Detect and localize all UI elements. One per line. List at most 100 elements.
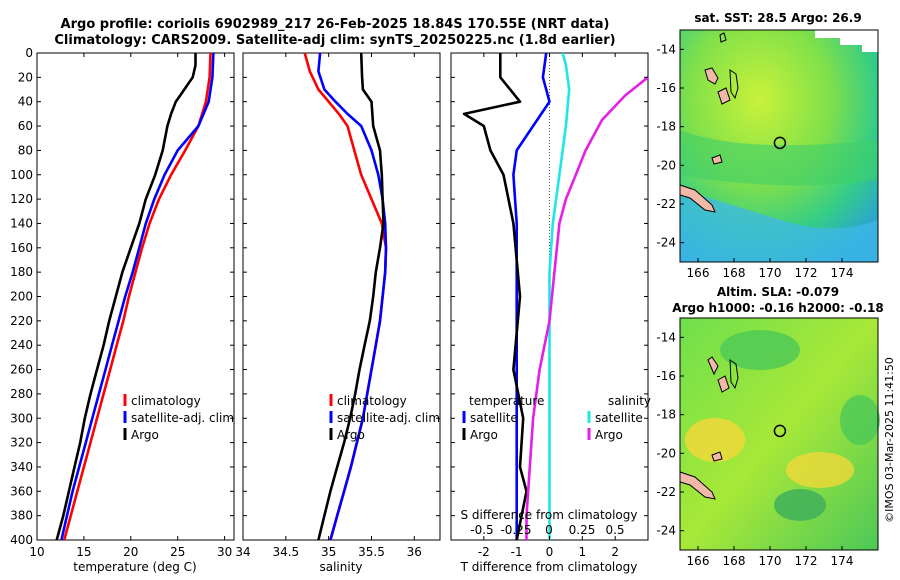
sla-high-east (786, 452, 854, 488)
legend-label-t-argo: Argo (470, 428, 498, 442)
sla-map-panel: Altim. SLA: -0.079 Argo h1000: -0.16 h20… (656, 285, 883, 568)
map-y-tick-label: -24 (656, 524, 676, 538)
sla-map-frame (679, 317, 879, 551)
x-tick-label: 10 (29, 545, 44, 559)
y-tick-label: 140 (10, 216, 33, 230)
sla-low-east (840, 395, 880, 445)
sst-map-frame (679, 29, 879, 263)
x-tick-label: 34 (235, 545, 250, 559)
series-line-s-argo (525, 76, 649, 540)
y-tick-label: 380 (10, 509, 33, 523)
x-tick-label: -2 (478, 545, 490, 559)
x-tick-label: 15 (76, 545, 91, 559)
map-x-tick-label: 174 (831, 266, 854, 280)
map-x-tick-label: 174 (831, 554, 854, 568)
map-y-tick-label: -20 (656, 446, 676, 460)
map-x-tick-label: 172 (795, 554, 818, 568)
s-tick-label: 0 (545, 523, 553, 537)
series-line-argo (55, 53, 197, 541)
y-tick-label: 120 (10, 192, 33, 206)
map-x-tick-label: 166 (687, 554, 710, 568)
sst-islands (704, 67, 731, 165)
temperature-panel: 10 15 20 25 30 0 20 40 60 80 100 120 140 160 180 200 22… (10, 46, 235, 574)
legend-label-climatology: climatology (131, 394, 201, 408)
y-tick-label: 180 (10, 265, 33, 279)
map-x-tick-label: 168 (723, 266, 746, 280)
sst-cool-band (680, 190, 878, 262)
salinity-axes (242, 52, 441, 541)
sla-new-caledonia (679, 471, 716, 500)
s-tick-label: -0.25 (500, 523, 531, 537)
x-tick-label: 34.5 (272, 545, 299, 559)
sla-profile-location (773, 424, 787, 438)
imos-credit: ©IMOS 03-Mar-2025 11:41:50 (883, 357, 896, 523)
s-difference-label: S difference from climatology (461, 508, 638, 522)
temperature-xlabel: temperature (deg C) (73, 560, 196, 574)
x-tick-label: 30 (217, 545, 232, 559)
x-tick-label: -1 (511, 545, 523, 559)
salinity-panel: 34 34.5 35 35.5 36 salinity climatology sate… (235, 52, 441, 574)
y-tick-label: 220 (10, 314, 33, 328)
map-y-tick-label: -22 (656, 197, 676, 211)
salinity-legend: climatology satellite-adj. clim Argo (329, 394, 440, 442)
sst-profile-location (773, 136, 787, 150)
sst-reef-outlines (719, 32, 739, 100)
sla-reef-outlines (729, 359, 739, 390)
x-tick-label: 36 (407, 545, 422, 559)
y-tick-label: 360 (10, 484, 33, 498)
series-line-climatology (62, 52, 212, 541)
series-line-argo (317, 52, 385, 541)
y-tick-label: 320 (10, 436, 33, 450)
y-tick-label: 400 (10, 533, 33, 547)
salinity-xlabel: salinity (319, 560, 362, 574)
legend-label-argo: Argo (337, 428, 365, 442)
s-tick-label: 0.25 (569, 523, 596, 537)
legend-label-argo: Argo (131, 428, 159, 442)
sst-map-panel: sat. SST: 28.5 Argo: 26.9 166 168 170 172 17… (656, 11, 879, 280)
map-y-tick-label: -18 (656, 120, 676, 134)
sla-islands (707, 356, 730, 462)
sst-map-title: sat. SST: 28.5 Argo: 26.9 (694, 11, 861, 25)
x-tick-label: 20 (123, 545, 138, 559)
legend-label-s-argo: Argo (595, 428, 623, 442)
y-tick-label: 300 (10, 411, 33, 425)
y-tick-label: 60 (18, 119, 33, 133)
sst-mid-band (680, 130, 878, 186)
difference-panel: -2 -1 0 1 2 S difference from climatology -0… (450, 52, 651, 574)
sla-low-north (720, 330, 800, 370)
sst-new-caledonia (679, 184, 716, 213)
sla-low-south (774, 489, 826, 521)
legend-label-climatology: climatology (337, 394, 407, 408)
legend-label-t-satellite: satellite (470, 411, 518, 425)
y-tick-label: 0 (25, 46, 33, 60)
sla-map-title2: Argo h1000: -0.16 h2000: -0.18 (672, 301, 883, 315)
sst-missing-data (815, 30, 878, 52)
legend-header-temperature: temperature (469, 394, 544, 408)
s-tick-label: 0.5 (605, 523, 624, 537)
map-y-tick-label: -18 (656, 408, 676, 422)
series-line-satellite-adj-clim (60, 52, 215, 541)
y-tick-label: 280 (10, 387, 33, 401)
t-difference-xlabel: T difference from climatology (460, 560, 638, 574)
series-line-satellite-adj-clim (317, 52, 388, 541)
x-tick-label: 25 (170, 545, 185, 559)
x-tick-label: 1 (579, 545, 587, 559)
y-tick-label: 100 (10, 168, 33, 182)
map-y-tick-label: -14 (656, 330, 676, 344)
y-tick-label: 20 (18, 70, 33, 84)
series-line-s-satellite (548, 52, 571, 540)
y-tick-label: 340 (10, 460, 33, 474)
y-tick-label: 240 (10, 338, 33, 352)
x-tick-label: 0 (546, 545, 554, 559)
map-y-tick-label: -20 (656, 158, 676, 172)
map-y-tick-label: -16 (656, 369, 676, 383)
map-x-tick-label: 166 (687, 266, 710, 280)
s-tick-label: -0.5 (470, 523, 493, 537)
map-x-tick-label: 172 (795, 266, 818, 280)
x-tick-label: 2 (611, 545, 619, 559)
s-difference-ticks: -0.5 -0.25 0 0.25 0.5 (470, 523, 624, 537)
legend-label-s-satellite: satellite (595, 411, 643, 425)
map-y-tick-label: -22 (656, 485, 676, 499)
map-x-tick-label: 168 (723, 554, 746, 568)
